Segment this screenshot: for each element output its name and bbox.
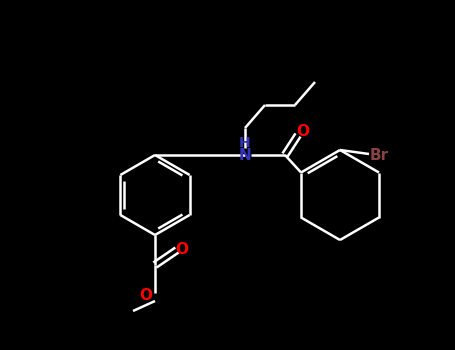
Text: O: O	[297, 124, 309, 139]
Text: O: O	[140, 287, 152, 302]
Text: H: H	[239, 136, 251, 150]
Text: O: O	[176, 243, 188, 258]
Text: Br: Br	[369, 147, 389, 162]
Text: N: N	[238, 147, 251, 162]
